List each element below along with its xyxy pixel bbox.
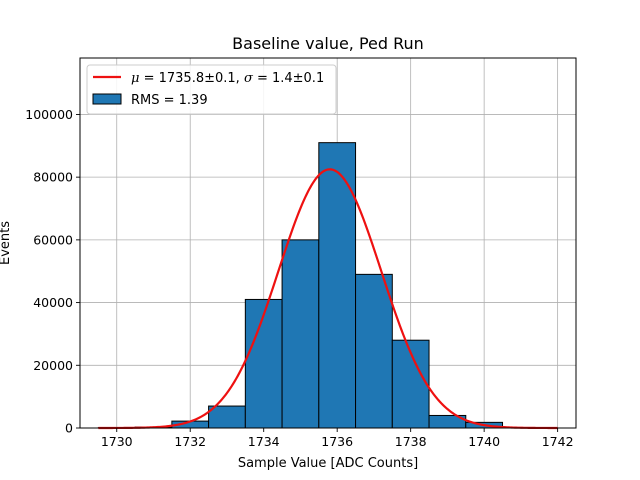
legend-hist-label: RMS = 1.39 (131, 93, 208, 108)
gaussian-fit (98, 168, 558, 430)
x-axis-ticks: 1730 1732 1734 1736 1738 1740 1742 (101, 428, 574, 449)
plot-frame (79, 57, 577, 429)
y-axis-label: Events (0, 221, 13, 265)
histogram-bar (244, 298, 283, 429)
x-tick-label: 1738 (395, 434, 427, 449)
x-axis-label: Sample Value [ADC Counts] (238, 456, 418, 471)
y-tick-label: 60000 (33, 232, 73, 247)
chart-title: Baseline value, Ped Run (232, 34, 424, 53)
x-tick-label: 1732 (174, 434, 206, 449)
fit-curve (98, 168, 558, 430)
x-tick-label: 1740 (468, 434, 500, 449)
histogram-bar (391, 339, 430, 429)
legend: μ = 1735.8±0.1, σ = 1.4±0.1 RMS = 1.39 (86, 64, 337, 115)
histogram-bars (97, 142, 504, 429)
histogram-bar (281, 239, 320, 429)
y-tick-label: 0 (65, 421, 73, 436)
y-tick-label: 100000 (25, 107, 73, 122)
y-axis-ticks: 0 20000 40000 60000 80000 100000 (25, 107, 80, 436)
histogram-bar (318, 142, 357, 429)
y-tick-label: 20000 (33, 358, 73, 373)
legend-box (86, 64, 337, 115)
histogram-bar (355, 273, 393, 429)
legend-fit-label: μ = 1735.8±0.1, σ = 1.4±0.1 (131, 71, 324, 86)
legend-hist-swatch (92, 93, 122, 105)
x-tick-label: 1736 (321, 434, 353, 449)
histogram-bar (208, 405, 246, 429)
x-tick-label: 1730 (101, 434, 133, 449)
x-tick-label: 1742 (542, 434, 574, 449)
x-tick-label: 1734 (248, 434, 280, 449)
y-tick-label: 80000 (33, 170, 73, 185)
y-tick-label: 40000 (33, 295, 73, 310)
